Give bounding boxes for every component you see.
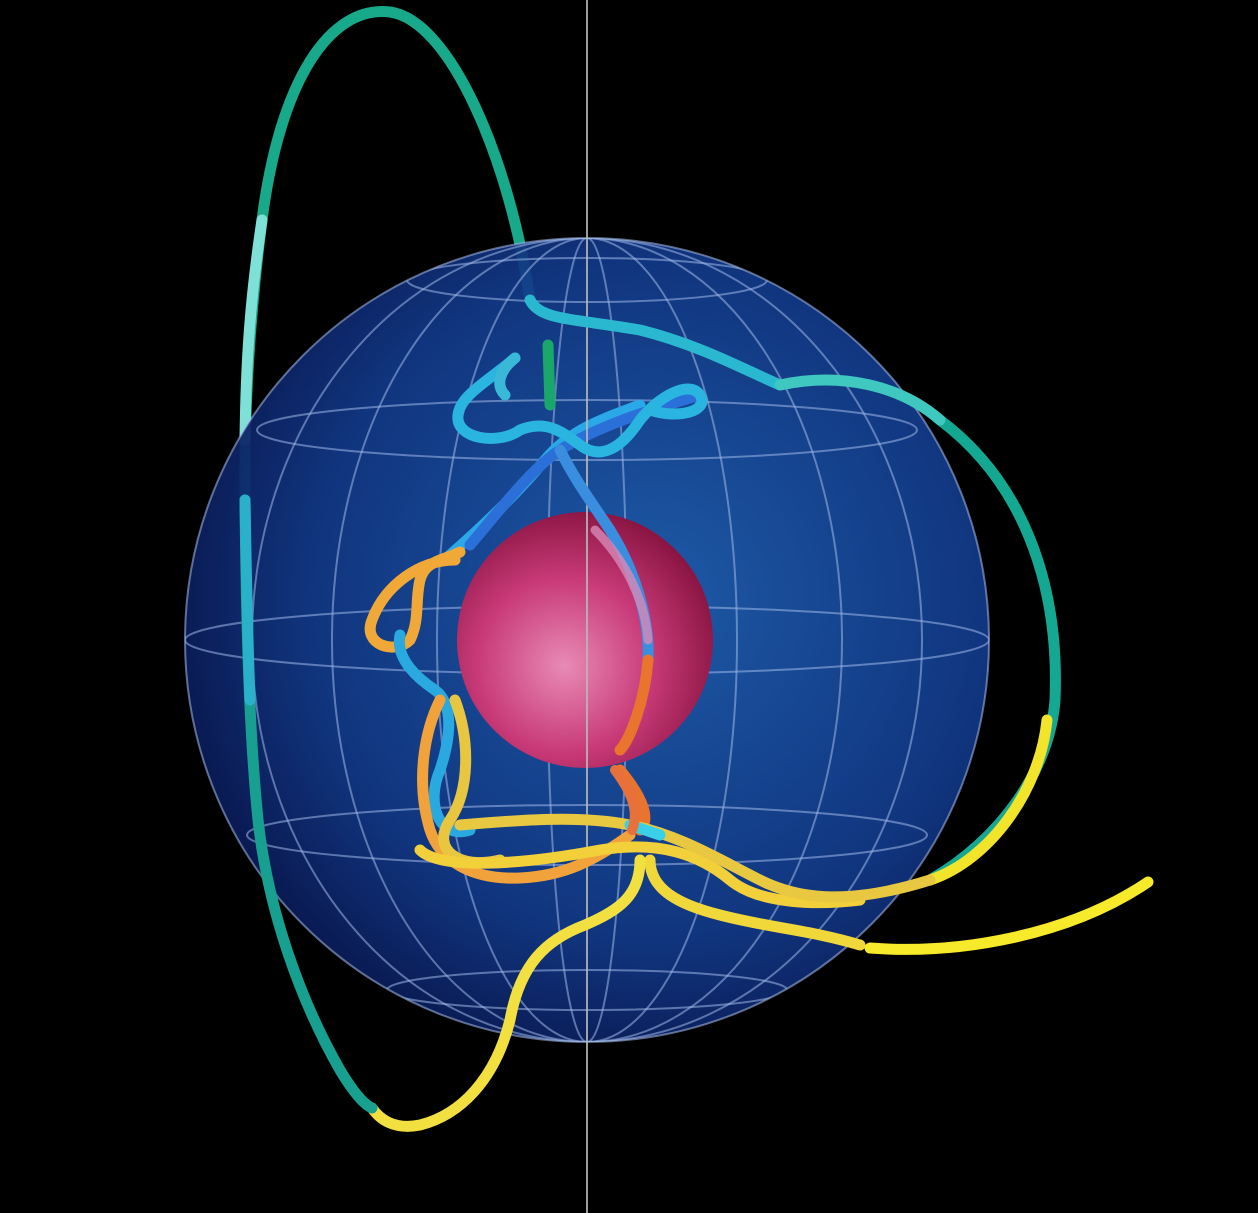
trajectory-core-arc [590,525,653,645]
trajectory-cyan-left [494,352,521,401]
trajectory-tail-back [864,876,1154,955]
trajectory-left-wiggle-2 [393,629,476,838]
inner-sphere [457,512,713,768]
trajectory-lower-bundle-2 [454,813,936,903]
trajectory-right-upper [774,374,946,426]
trajectory-core-lower [610,765,640,835]
trajectory-outer-loop-back-highlight [239,214,268,446]
trajectory-outer-loop-front-highlight [239,494,256,706]
trajectory-green-stub [542,339,556,411]
trajectory-right-arc-back-yellow [924,714,1053,886]
trajectory-cyan-knot [452,352,708,458]
trajectory-top-entry [524,294,786,391]
trajectory-lower-bundle-1 [414,841,866,909]
trajectory-right-of-core [614,654,654,756]
trajectory-lower-branch [644,854,866,951]
trajectory-back [239,6,1154,955]
trajectory-front [239,294,946,1132]
trajectory-down-left [366,854,646,1132]
